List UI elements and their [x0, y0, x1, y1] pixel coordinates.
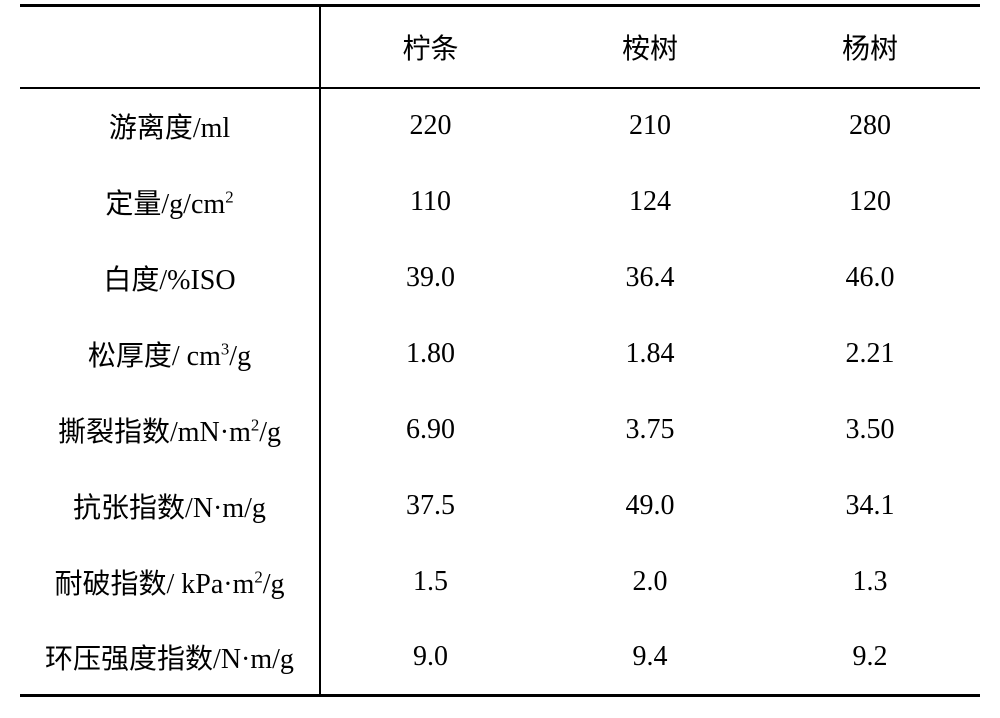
cell: 37.5 [320, 468, 540, 544]
cell: 9.0 [320, 620, 540, 696]
cell: 9.4 [540, 620, 760, 696]
table-row: 定量/g/cm2 110 124 120 [20, 164, 980, 240]
cell: 210 [540, 88, 760, 164]
row-label: 撕裂指数/mN·m2/g [20, 392, 320, 468]
cell: 110 [320, 164, 540, 240]
cell: 120 [760, 164, 980, 240]
cell: 2.0 [540, 544, 760, 620]
cell: 220 [320, 88, 540, 164]
cell: 280 [760, 88, 980, 164]
row-label: 松厚度/ cm3/g [20, 316, 320, 392]
table-row: 环压强度指数/N·m/g 9.0 9.4 9.2 [20, 620, 980, 696]
row-label: 耐破指数/ kPa·m2/g [20, 544, 320, 620]
row-label: 抗张指数/N·m/g [20, 468, 320, 544]
cell: 1.80 [320, 316, 540, 392]
cell: 39.0 [320, 240, 540, 316]
table-row: 抗张指数/N·m/g 37.5 49.0 34.1 [20, 468, 980, 544]
pulp-properties-table-wrap: 柠条 桉树 杨树 游离度/ml 220 210 280 定量/g/cm2 110… [20, 0, 980, 697]
table-row: 松厚度/ cm3/g 1.80 1.84 2.21 [20, 316, 980, 392]
header-row: 柠条 桉树 杨树 [20, 6, 980, 88]
table-row: 白度/%ISO 39.0 36.4 46.0 [20, 240, 980, 316]
cell: 1.5 [320, 544, 540, 620]
table-body: 游离度/ml 220 210 280 定量/g/cm2 110 124 120 … [20, 88, 980, 696]
header-col-2: 桉树 [540, 6, 760, 88]
cell: 34.1 [760, 468, 980, 544]
cell: 3.50 [760, 392, 980, 468]
cell: 124 [540, 164, 760, 240]
cell: 6.90 [320, 392, 540, 468]
cell: 9.2 [760, 620, 980, 696]
cell: 1.3 [760, 544, 980, 620]
row-label: 定量/g/cm2 [20, 164, 320, 240]
table-row: 游离度/ml 220 210 280 [20, 88, 980, 164]
row-label: 游离度/ml [20, 88, 320, 164]
row-label: 环压强度指数/N·m/g [20, 620, 320, 696]
cell: 46.0 [760, 240, 980, 316]
row-label: 白度/%ISO [20, 240, 320, 316]
pulp-properties-table: 柠条 桉树 杨树 游离度/ml 220 210 280 定量/g/cm2 110… [20, 4, 980, 697]
cell: 1.84 [540, 316, 760, 392]
header-col-3: 杨树 [760, 6, 980, 88]
cell: 49.0 [540, 468, 760, 544]
table-row: 耐破指数/ kPa·m2/g 1.5 2.0 1.3 [20, 544, 980, 620]
header-blank [20, 6, 320, 88]
cell: 3.75 [540, 392, 760, 468]
table-row: 撕裂指数/mN·m2/g 6.90 3.75 3.50 [20, 392, 980, 468]
cell: 2.21 [760, 316, 980, 392]
cell: 36.4 [540, 240, 760, 316]
header-col-1: 柠条 [320, 6, 540, 88]
